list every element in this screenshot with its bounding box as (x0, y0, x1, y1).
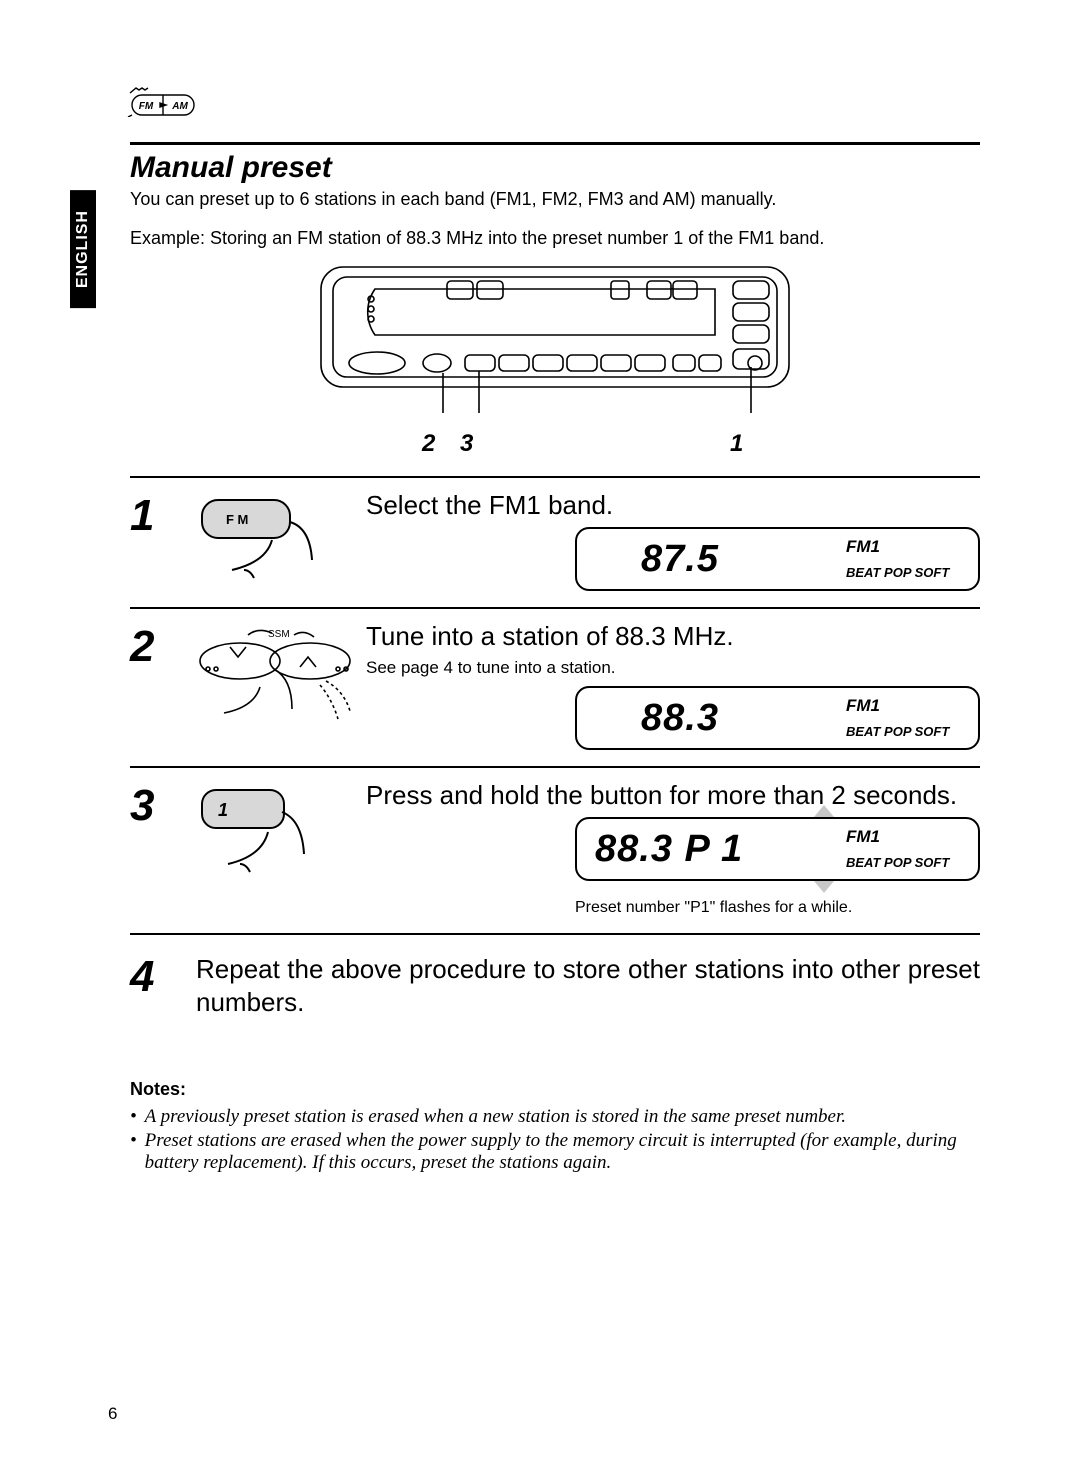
step-4-title: Repeat the above procedure to store othe… (196, 951, 980, 1039)
badge-right-text: AM (171, 101, 188, 112)
note-1: A previously preset station is erased wh… (145, 1106, 846, 1128)
flash-arrow-down-icon (814, 881, 834, 893)
step-2: 2 SSM (130, 609, 980, 766)
lcd-1-band: FM1 (846, 537, 964, 557)
callout-1: 1 (730, 430, 743, 458)
svg-text:SSM: SSM (268, 629, 290, 640)
lcd-3-band: FM1 (846, 827, 964, 847)
stereo-illustration: 2 3 1 (130, 259, 980, 470)
step-1-icon: F M (196, 490, 356, 591)
section-title: Manual preset (130, 151, 980, 185)
step-1-number: 1 (130, 490, 186, 591)
step-4: 4 Repeat the above procedure to store ot… (130, 935, 980, 1055)
step-2-title: Tune into a station of 88.3 MHz. (366, 621, 980, 652)
step-3-title: Press and hold the button for more than … (366, 780, 980, 811)
step-1-title: Select the FM1 band. (366, 490, 980, 521)
lcd-3-sub: BEAT POP SOFT (846, 855, 964, 871)
svg-text:F M: F M (226, 512, 248, 527)
step-2-number: 2 (130, 621, 186, 750)
step-2-icon: SSM (196, 621, 356, 750)
page-number: 6 (108, 1404, 117, 1424)
note-2: Preset stations are erased when the powe… (145, 1130, 980, 1174)
step-4-number: 4 (130, 951, 186, 1039)
intro-text: You can preset up to 6 stations in each … (130, 189, 980, 210)
step-3-icon: 1 (196, 780, 356, 917)
lcd-1-sub: BEAT POP SOFT (846, 565, 964, 581)
fm-am-badge: FM AM (126, 85, 198, 117)
step-2-sub: See page 4 to tune into a station. (366, 658, 980, 678)
lcd-3-main: 88.3 P 1 (595, 828, 834, 871)
step-1: 1 F M Select the FM1 band. 87.5 FM1 BE (130, 478, 980, 607)
lcd-2-main: 88.3 (595, 697, 834, 740)
step-3: 3 1 Press and hold the button for more t… (130, 768, 980, 933)
language-tab: ENGLISH (70, 190, 96, 308)
notes-heading: Notes: (130, 1079, 980, 1100)
lcd-3: 88.3 P 1 FM1 BEAT POP SOFT (575, 817, 980, 881)
step-3-note: Preset number "P1" flashes for a while. (575, 881, 980, 917)
badge-left-text: FM (139, 101, 154, 112)
flash-arrow-up-icon (814, 805, 834, 817)
svg-text:1: 1 (218, 800, 228, 820)
example-text: Example: Storing an FM station of 88.3 M… (130, 228, 980, 249)
callout-2: 2 (422, 430, 435, 458)
lcd-1-main: 87.5 (595, 538, 834, 581)
lcd-2-sub: BEAT POP SOFT (846, 724, 964, 740)
notes-list: A previously preset station is erased wh… (130, 1106, 980, 1174)
lcd-2-band: FM1 (846, 696, 964, 716)
callout-3: 3 (460, 430, 473, 458)
lcd-1: 87.5 FM1 BEAT POP SOFT (575, 527, 980, 591)
lcd-2: 88.3 FM1 BEAT POP SOFT (575, 686, 980, 750)
step-3-number: 3 (130, 780, 186, 917)
